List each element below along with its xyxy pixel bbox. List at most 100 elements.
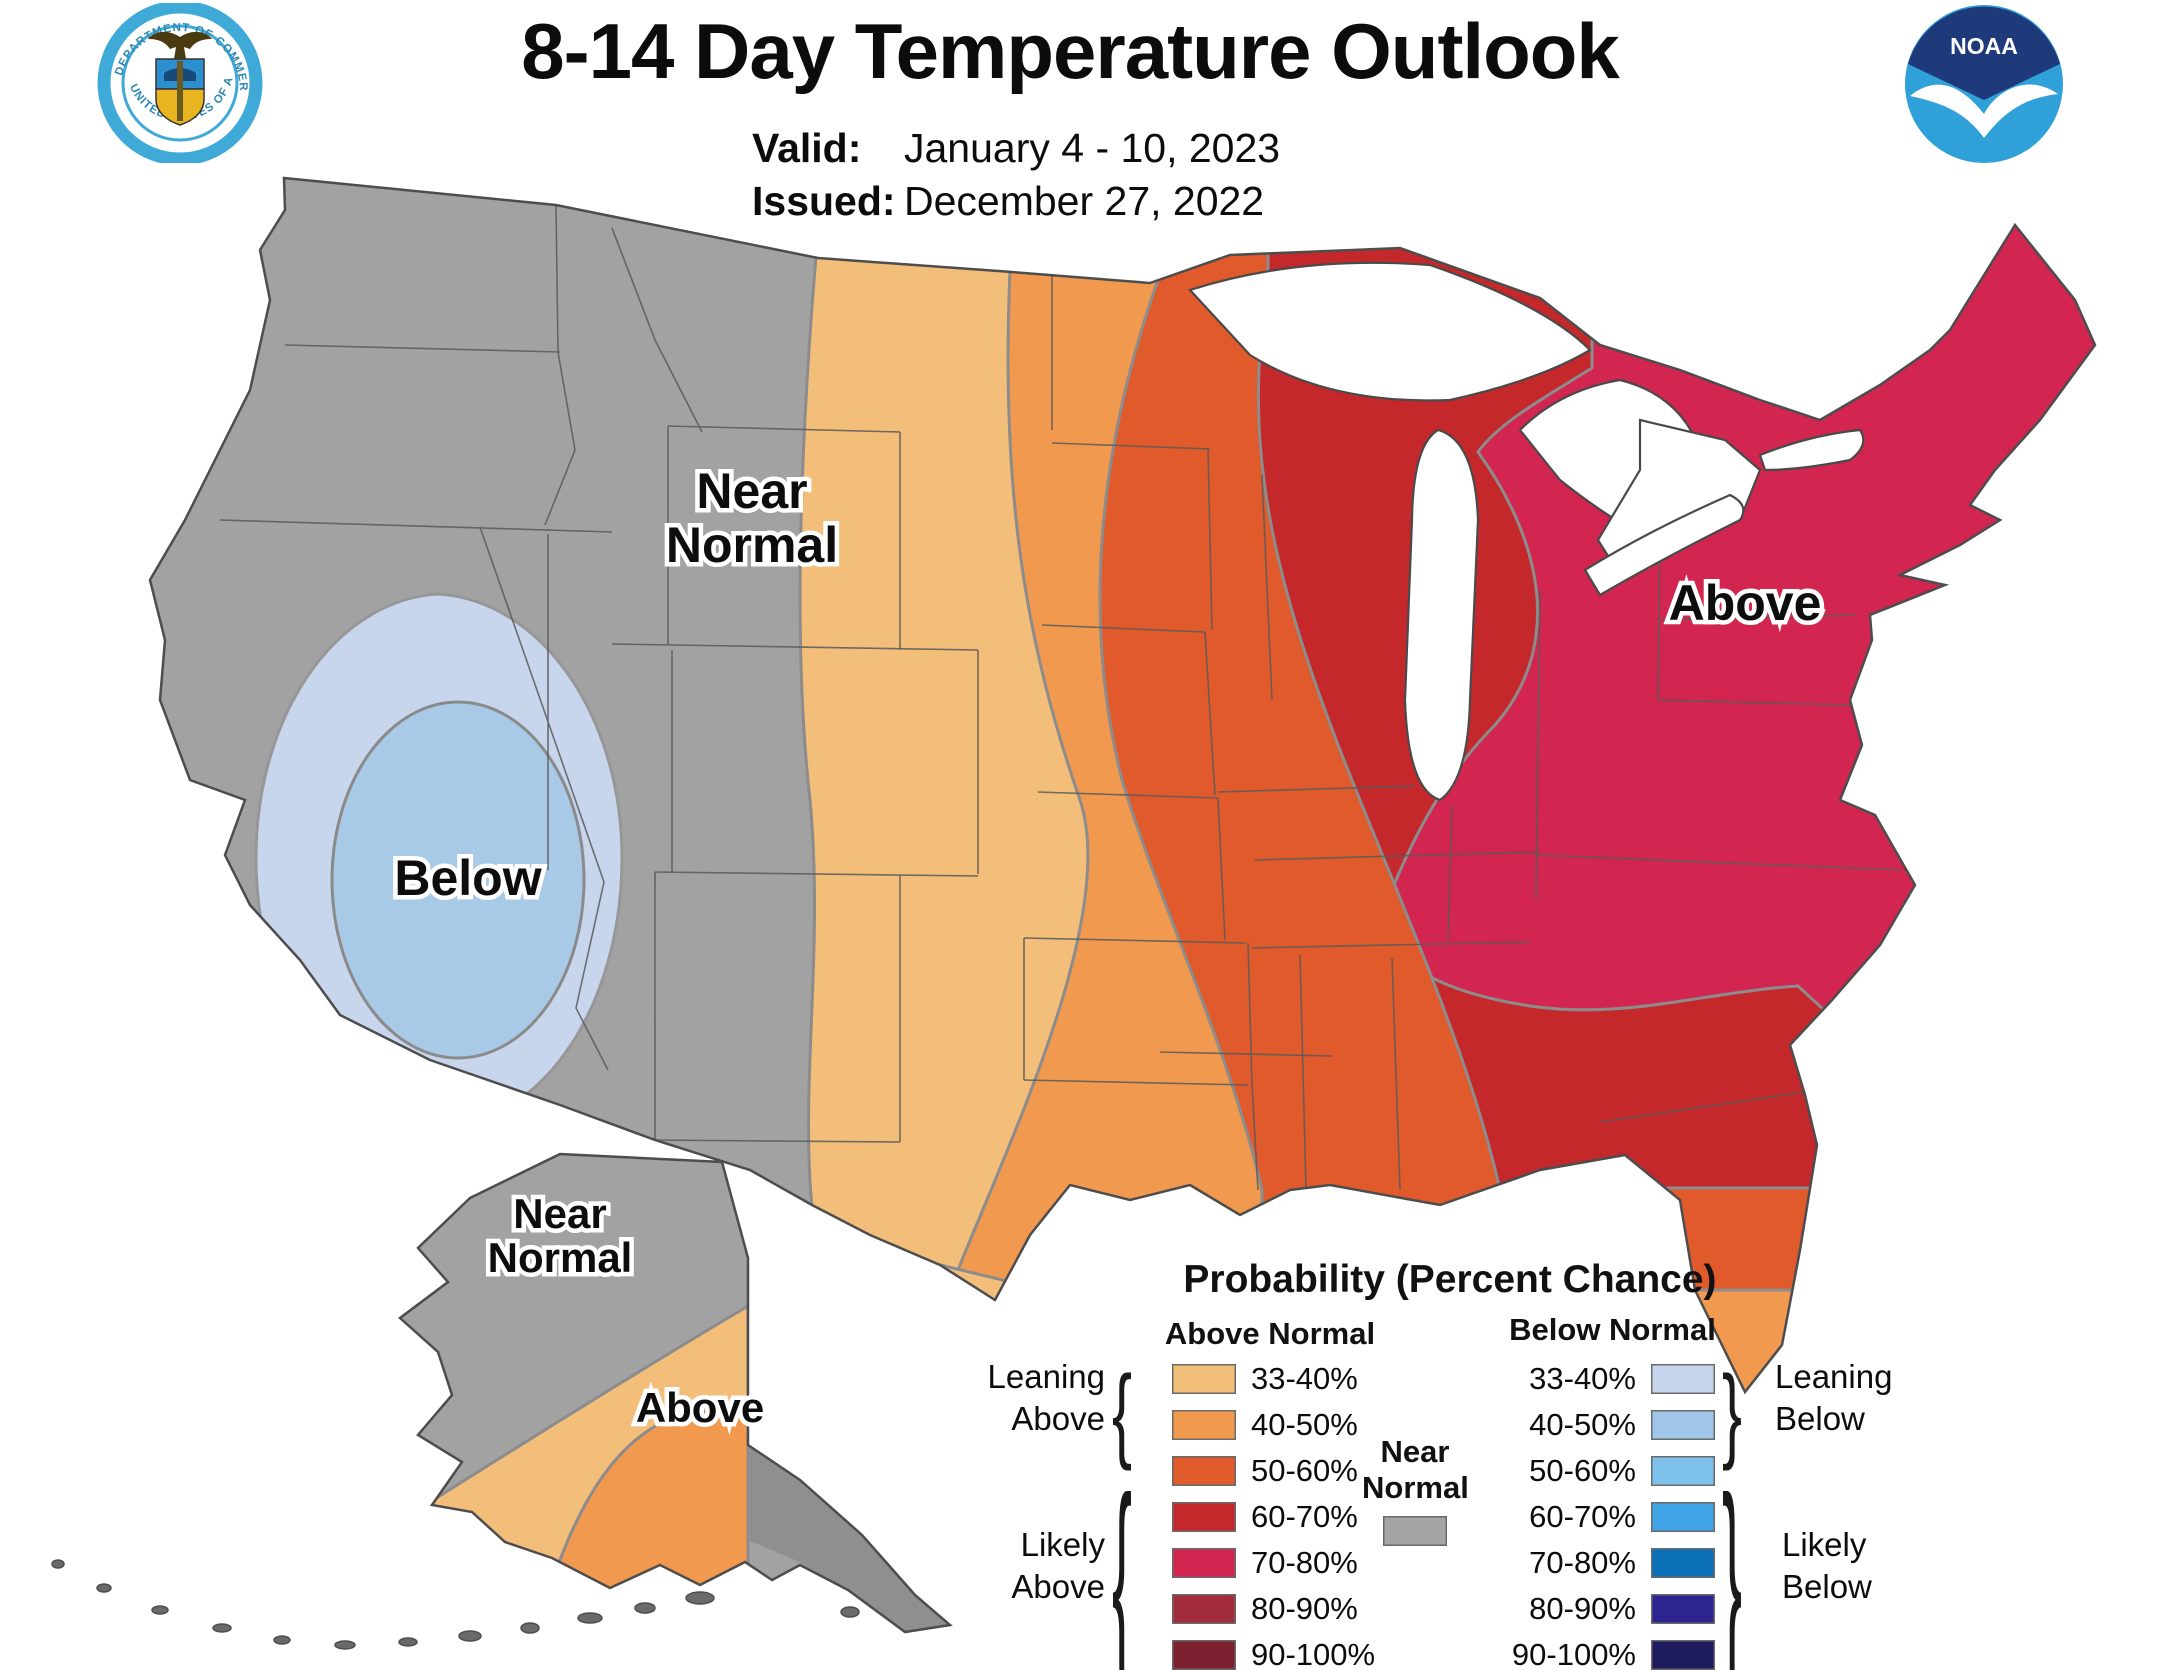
- leaning-above-brace: {: [1112, 1353, 1133, 1471]
- range-label: 60-70%: [1529, 1499, 1636, 1534]
- leaning-above-line2: Above: [1011, 1400, 1105, 1437]
- conus-above-label: Above: [1669, 575, 1822, 631]
- issue-block: Valid: January 4 - 10, 2023 Issued: Dece…: [752, 122, 1280, 228]
- issued-row: Issued: December 27, 2022: [752, 175, 1280, 228]
- range-label: 90-100%: [1511, 1637, 1636, 1670]
- swatch-below-80-90: [1651, 1594, 1715, 1624]
- legend-row-above-40-50: 40-50%: [1172, 1407, 1375, 1442]
- range-label: 33-40%: [1529, 1361, 1636, 1396]
- range-label: 33-40%: [1251, 1361, 1358, 1396]
- noaa-logo: NOAA: [1905, 5, 2063, 163]
- noaa-logo-text: NOAA: [1950, 33, 2018, 59]
- legend-leaning-below-label: Leaning Below: [1775, 1356, 1945, 1440]
- issued-label: Issued:: [752, 178, 896, 224]
- swatch-above-60-70: [1172, 1502, 1236, 1532]
- likely-above-brace: {: [1112, 1449, 1133, 1670]
- likely-below-line1: Likely: [1782, 1526, 1867, 1563]
- leaning-above-line1: Leaning: [987, 1358, 1105, 1395]
- likely-above-line1: Likely: [1020, 1526, 1105, 1563]
- ak-panhandle: [748, 1445, 950, 1632]
- legend-row-above-70-80: 70-80%: [1172, 1545, 1375, 1580]
- swatch-below-90-100: [1651, 1640, 1715, 1670]
- near-normal-line1: Near: [1380, 1434, 1450, 1469]
- legend-row-above-80-90: 80-90%: [1172, 1591, 1375, 1626]
- legend-near-normal: Near Normal: [1362, 1434, 1469, 1554]
- state-borders: [219, 204, 1901, 1191]
- range-label: 80-90%: [1529, 1591, 1636, 1626]
- range-label: 90-100%: [1251, 1637, 1376, 1670]
- near-normal-line2: Normal: [1362, 1470, 1469, 1505]
- lake-michigan: [1403, 428, 1480, 802]
- swatch-below-60-70: [1651, 1502, 1715, 1532]
- conus-near-normal-label-line1: Near: [696, 463, 807, 519]
- legend-below-column: 33-40% 40-50% 50-60% 60-70% 70-80% 80-90…: [1496, 1361, 1715, 1670]
- issued-value: December 27, 2022: [904, 178, 1265, 224]
- seal-eagle-icon: [148, 31, 212, 59]
- page-title: 8-14 Day Temperature Outlook: [521, 7, 1620, 95]
- range-label: 40-50%: [1529, 1407, 1636, 1442]
- range-label: 80-90%: [1251, 1591, 1358, 1626]
- swatch-above-33-40: [1172, 1364, 1236, 1394]
- alaska-near-normal-label-line1: Near: [513, 1190, 606, 1237]
- likely-above-line2: Above: [1011, 1568, 1105, 1605]
- band-below-40-50: [330, 700, 586, 1060]
- alaska-near-normal-label-line2: Normal: [488, 1234, 633, 1281]
- legend-above-column: 33-40% 40-50% 50-60% 60-70% 70-80% 80-90…: [1172, 1361, 1376, 1670]
- swatch-below-33-40: [1651, 1364, 1715, 1394]
- range-label: 70-80%: [1529, 1545, 1636, 1580]
- legend-row-above-90-100: 90-100%: [1172, 1637, 1376, 1670]
- seal-shield-icon: [155, 58, 205, 126]
- legend-row-below-90-100: 90-100%: [1496, 1637, 1715, 1670]
- swatch-above-40-50: [1172, 1410, 1236, 1440]
- swatch-above-70-80: [1172, 1548, 1236, 1578]
- aleutian-islands: [51, 1559, 860, 1650]
- leaning-below-brace: }: [1722, 1353, 1743, 1471]
- swatch-near-normal: [1383, 1516, 1447, 1546]
- legend-below-normal-header: Below Normal: [1509, 1312, 1716, 1347]
- legend-row-below-80-90: 80-90%: [1496, 1591, 1715, 1626]
- legend-above-normal-header: Above Normal: [1164, 1316, 1376, 1351]
- alaska-outline: [398, 1152, 953, 1634]
- noaa-logo-sky: [1908, 6, 2060, 101]
- range-label: 50-60%: [1529, 1453, 1636, 1488]
- swatch-below-50-60: [1651, 1456, 1715, 1486]
- lake-erie: [1583, 493, 1745, 597]
- legend-row-below-60-70: 60-70%: [1496, 1499, 1715, 1534]
- legend-leaning-above-label: Leaning Above: [940, 1356, 1105, 1440]
- valid-label: Valid:: [752, 125, 862, 171]
- legend-title: Probability (Percent Chance): [1183, 1258, 1717, 1301]
- legend-row-below-33-40: 33-40%: [1496, 1361, 1715, 1396]
- lake-ontario: [1758, 428, 1865, 472]
- conus-bands: [150, 178, 2095, 1392]
- leaning-below-line2: Below: [1775, 1400, 1865, 1437]
- legend-likely-below-label: Likely Below: [1782, 1524, 1952, 1608]
- alaska-above-label: Above: [636, 1384, 764, 1431]
- department-of-commerce-seal: DEPARTMENT OF COMMERCE UNITED STATES OF …: [95, 3, 263, 163]
- great-lakes: [1188, 261, 1865, 802]
- likely-below-line2: Below: [1782, 1568, 1872, 1605]
- legend-row-below-40-50: 40-50%: [1496, 1407, 1715, 1442]
- range-label: 50-60%: [1251, 1453, 1358, 1488]
- likely-below-brace: }: [1722, 1449, 1743, 1670]
- legend-row-above-60-70: 60-70%: [1172, 1499, 1375, 1534]
- legend-row-below-50-60: 50-60%: [1496, 1453, 1715, 1488]
- range-label: 40-50%: [1251, 1407, 1358, 1442]
- legend-row-above-50-60: 50-60%: [1172, 1453, 1375, 1488]
- noaa-seagull-icon: [1910, 84, 2058, 138]
- legend-likely-above-label: Likely Above: [940, 1524, 1105, 1608]
- valid-value: January 4 - 10, 2023: [904, 125, 1281, 171]
- range-label: 70-80%: [1251, 1545, 1358, 1580]
- lake-superior: [1188, 261, 1592, 402]
- swatch-above-90-100: [1172, 1640, 1236, 1670]
- leaning-below-line1: Leaning: [1775, 1358, 1893, 1395]
- range-label: 60-70%: [1251, 1499, 1358, 1534]
- legend-row-above-33-40: 33-40%: [1172, 1361, 1375, 1396]
- conus-below-label: Below: [394, 850, 541, 906]
- swatch-below-40-50: [1651, 1410, 1715, 1440]
- swatch-above-50-60: [1172, 1456, 1236, 1486]
- swatch-below-70-80: [1651, 1548, 1715, 1578]
- legend-row-below-70-80: 70-80%: [1496, 1545, 1715, 1580]
- conus-outline: [148, 176, 2097, 1395]
